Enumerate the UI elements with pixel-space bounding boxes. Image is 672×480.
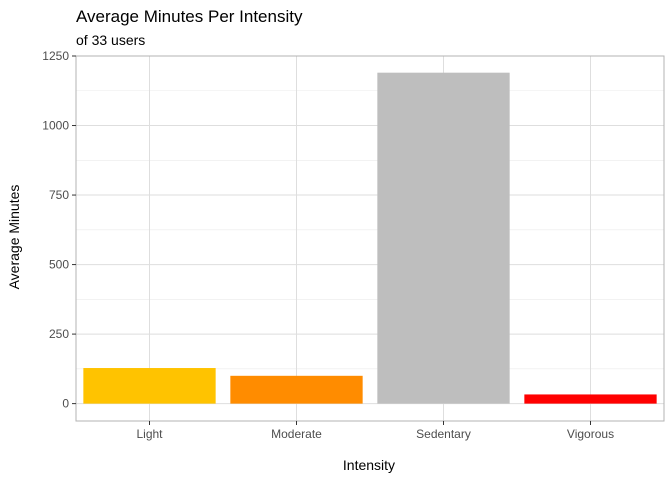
y-tick-label: 1000 bbox=[42, 119, 69, 133]
x-axis-title: Intensity bbox=[343, 457, 395, 473]
y-tick-label: 1250 bbox=[42, 49, 69, 63]
y-tick-label: 500 bbox=[49, 258, 69, 272]
x-tick-label: Sedentary bbox=[416, 427, 471, 441]
y-axis-ticks: 0 250 500 750 1000 1250 bbox=[42, 49, 76, 411]
y-tick-label: 0 bbox=[62, 397, 69, 411]
x-tick-label: Moderate bbox=[271, 427, 322, 441]
x-tick-label: Vigorous bbox=[567, 427, 614, 441]
bar-moderate bbox=[230, 375, 363, 404]
grid-lines bbox=[76, 55, 664, 421]
chart-title: Average Minutes Per Intensity bbox=[76, 7, 303, 26]
chart-subtitle: of 33 users bbox=[76, 32, 145, 48]
x-tick-label: Light bbox=[136, 427, 163, 441]
x-axis-ticks: Light Moderate Sedentary Vigorous bbox=[136, 421, 614, 441]
y-tick-label: 250 bbox=[49, 327, 69, 341]
bar-light bbox=[83, 368, 216, 404]
bars bbox=[83, 72, 657, 404]
bar-sedentary bbox=[377, 72, 510, 404]
y-axis-title: Average Minutes bbox=[6, 185, 22, 290]
bar-vigorous bbox=[524, 394, 657, 404]
plot-panel-border bbox=[75, 55, 665, 422]
y-tick-label: 750 bbox=[49, 188, 69, 202]
